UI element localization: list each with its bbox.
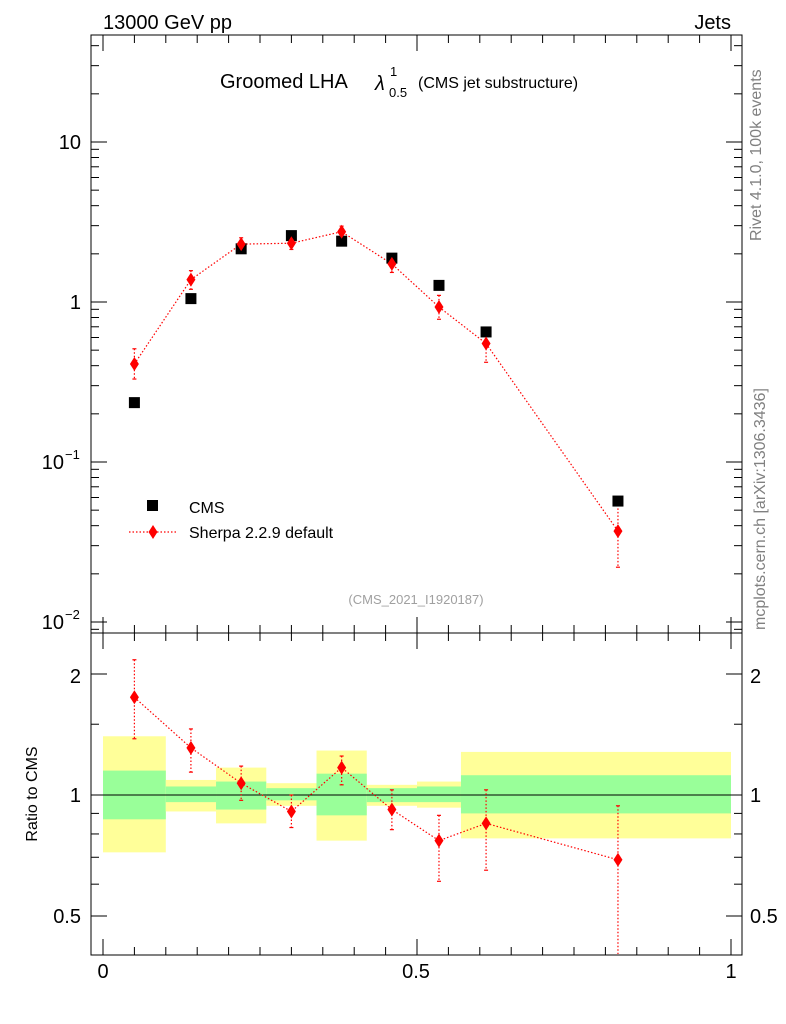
sherpa-point bbox=[434, 300, 444, 315]
sherpa-point bbox=[387, 256, 397, 271]
cms-point bbox=[433, 279, 445, 291]
sherpa-point bbox=[481, 336, 491, 351]
main-data bbox=[128, 224, 624, 568]
sherpa-point bbox=[236, 237, 246, 252]
ratio-sherpa-line bbox=[133, 696, 619, 861]
cms-point bbox=[285, 230, 297, 242]
sherpa-point bbox=[286, 236, 296, 251]
sherpa-line bbox=[133, 231, 619, 532]
ytick-label-1: 1 bbox=[70, 292, 81, 314]
ratio-data bbox=[129, 659, 623, 954]
ratio-ytick-label-right-2: 2 bbox=[750, 666, 761, 688]
ratio-y-axis-label: Ratio to CMS bbox=[24, 746, 41, 841]
cms-point bbox=[185, 293, 197, 305]
xtick-label-1: 1 bbox=[725, 961, 736, 983]
ratio-sherpa-point bbox=[236, 776, 246, 791]
main-frame bbox=[90, 34, 743, 634]
ratio-y-tick-labels-left: 2 1 0.5 bbox=[53, 666, 81, 928]
plot-title-suffix: (CMS jet substructure) bbox=[418, 75, 578, 92]
ytick-label-0.1: 10 −1 bbox=[42, 447, 80, 474]
ratio-sherpa-point bbox=[481, 816, 491, 831]
ytick-label-0.01: 10 −2 bbox=[42, 607, 80, 634]
ratio-ytick-label-0.5: 0.5 bbox=[53, 906, 81, 928]
x-tick-labels: 0 0.5 1 bbox=[97, 961, 736, 983]
ratio-ytick-label-right-0.5: 0.5 bbox=[750, 906, 778, 928]
ratio-ytick-label-2: 2 bbox=[70, 666, 81, 688]
plot-title-text: Groomed LHA bbox=[220, 71, 348, 93]
sherpa-point bbox=[186, 272, 196, 287]
legend-cms-marker bbox=[147, 500, 158, 511]
main-ticks bbox=[91, 35, 742, 633]
ytick-label-10: 10 bbox=[59, 132, 81, 154]
xtick-label-0.5: 0.5 bbox=[402, 961, 430, 983]
ytick-label-0.1-exp: −1 bbox=[65, 447, 80, 462]
ratio-inner-band bbox=[266, 788, 317, 801]
ratio-sherpa-point bbox=[434, 833, 444, 848]
analysis-id: (CMS_2021_I1920187) bbox=[348, 592, 483, 607]
cms-point bbox=[612, 495, 624, 507]
cms-point bbox=[336, 235, 348, 247]
legend: CMS Sherpa 2.2.9 default bbox=[129, 500, 334, 542]
legend-sherpa-label: Sherpa 2.2.9 default bbox=[189, 525, 334, 542]
main-y-tick-labels: 10 1 10 −1 10 −2 bbox=[42, 132, 81, 634]
sherpa-point bbox=[613, 524, 623, 539]
sherpa-point bbox=[129, 356, 139, 371]
legend-sherpa-marker bbox=[148, 525, 158, 539]
ratio-y-tick-labels-right: 2 1 0.5 bbox=[750, 666, 778, 928]
ratio-sherpa-point bbox=[613, 852, 623, 867]
ratio-sherpa-point bbox=[387, 802, 397, 817]
ratio-inner-band bbox=[460, 775, 731, 814]
ytick-label-0.01-exp: −2 bbox=[65, 607, 80, 622]
ratio-frame bbox=[90, 632, 743, 956]
ratio-inner-band bbox=[165, 786, 217, 803]
plot-title: Groomed LHA λ 1 0.5 (CMS jet substructur… bbox=[220, 64, 578, 100]
ratio-ytick-label-right-1: 1 bbox=[750, 785, 761, 807]
rivet-version-label: Rivet 4.1.0, 100k events bbox=[748, 69, 765, 241]
legend-cms-label: CMS bbox=[189, 500, 225, 517]
plot-title-sup: 1 bbox=[390, 64, 397, 79]
header-left: 13000 GeV pp bbox=[103, 12, 232, 34]
cms-point bbox=[480, 326, 492, 338]
ytick-label-0.1-base: 10 bbox=[42, 452, 64, 474]
ratio-bands bbox=[103, 736, 731, 853]
ytick-label-0.01-base: 10 bbox=[42, 612, 64, 634]
plot-title-symbol: λ bbox=[374, 73, 385, 95]
sherpa-point bbox=[337, 224, 347, 239]
cms-point bbox=[128, 397, 140, 409]
ratio-inner-band bbox=[417, 786, 461, 803]
plot-title-sub: 0.5 bbox=[389, 85, 407, 100]
header-right: Jets bbox=[694, 12, 731, 34]
ratio-panel: 2 1 0.5 2 1 0.5 0 0.5 1 Ratio to CMS bbox=[24, 632, 778, 983]
ratio-sherpa-point bbox=[286, 804, 296, 819]
ratio-sherpa-point bbox=[337, 760, 347, 775]
ratio-sherpa-point bbox=[129, 690, 139, 705]
xtick-label-0: 0 bbox=[97, 961, 108, 983]
ratio-ytick-label-1: 1 bbox=[70, 785, 81, 807]
main-panel: 10 1 10 −1 10 −2 Groomed LHA λ 1 0.5 (CM… bbox=[42, 34, 743, 634]
mcplots-label: mcplots.cern.ch [arXiv:1306.3436] bbox=[752, 388, 769, 630]
ratio-ticks bbox=[91, 633, 742, 955]
ratio-sherpa-point bbox=[186, 740, 196, 755]
